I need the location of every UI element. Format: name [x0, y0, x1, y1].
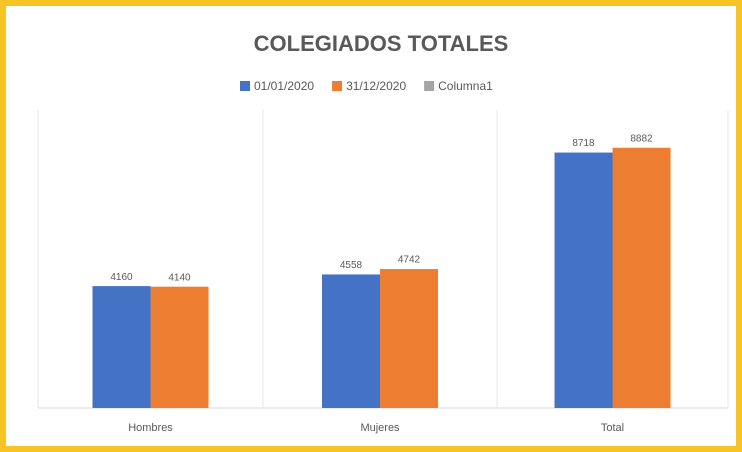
data-label: 8882 — [630, 133, 653, 144]
legend-label: 31/12/2020 — [346, 79, 406, 93]
x-tick-label: Total — [601, 422, 624, 434]
bar — [322, 274, 380, 408]
legend-swatch — [424, 81, 435, 91]
legend-label: Columna1 — [438, 79, 493, 93]
data-label: 4160 — [110, 272, 133, 283]
legend-label: 01/01/2020 — [254, 79, 314, 93]
data-label: 4558 — [340, 260, 363, 271]
bar — [612, 147, 671, 409]
chart-title: COLEGIADOS TOTALES — [254, 31, 509, 56]
data-label: 4742 — [398, 255, 421, 266]
x-tick-label: Hombres — [128, 422, 173, 434]
bar — [554, 152, 613, 408]
legend-swatch — [332, 81, 343, 91]
bar — [150, 286, 209, 408]
data-label: 4140 — [168, 272, 191, 283]
bar — [380, 269, 438, 408]
x-tick-label: Mujeres — [360, 422, 400, 434]
data-label: 8718 — [572, 138, 595, 149]
legend-swatch — [240, 81, 250, 91]
bar — [92, 286, 151, 408]
